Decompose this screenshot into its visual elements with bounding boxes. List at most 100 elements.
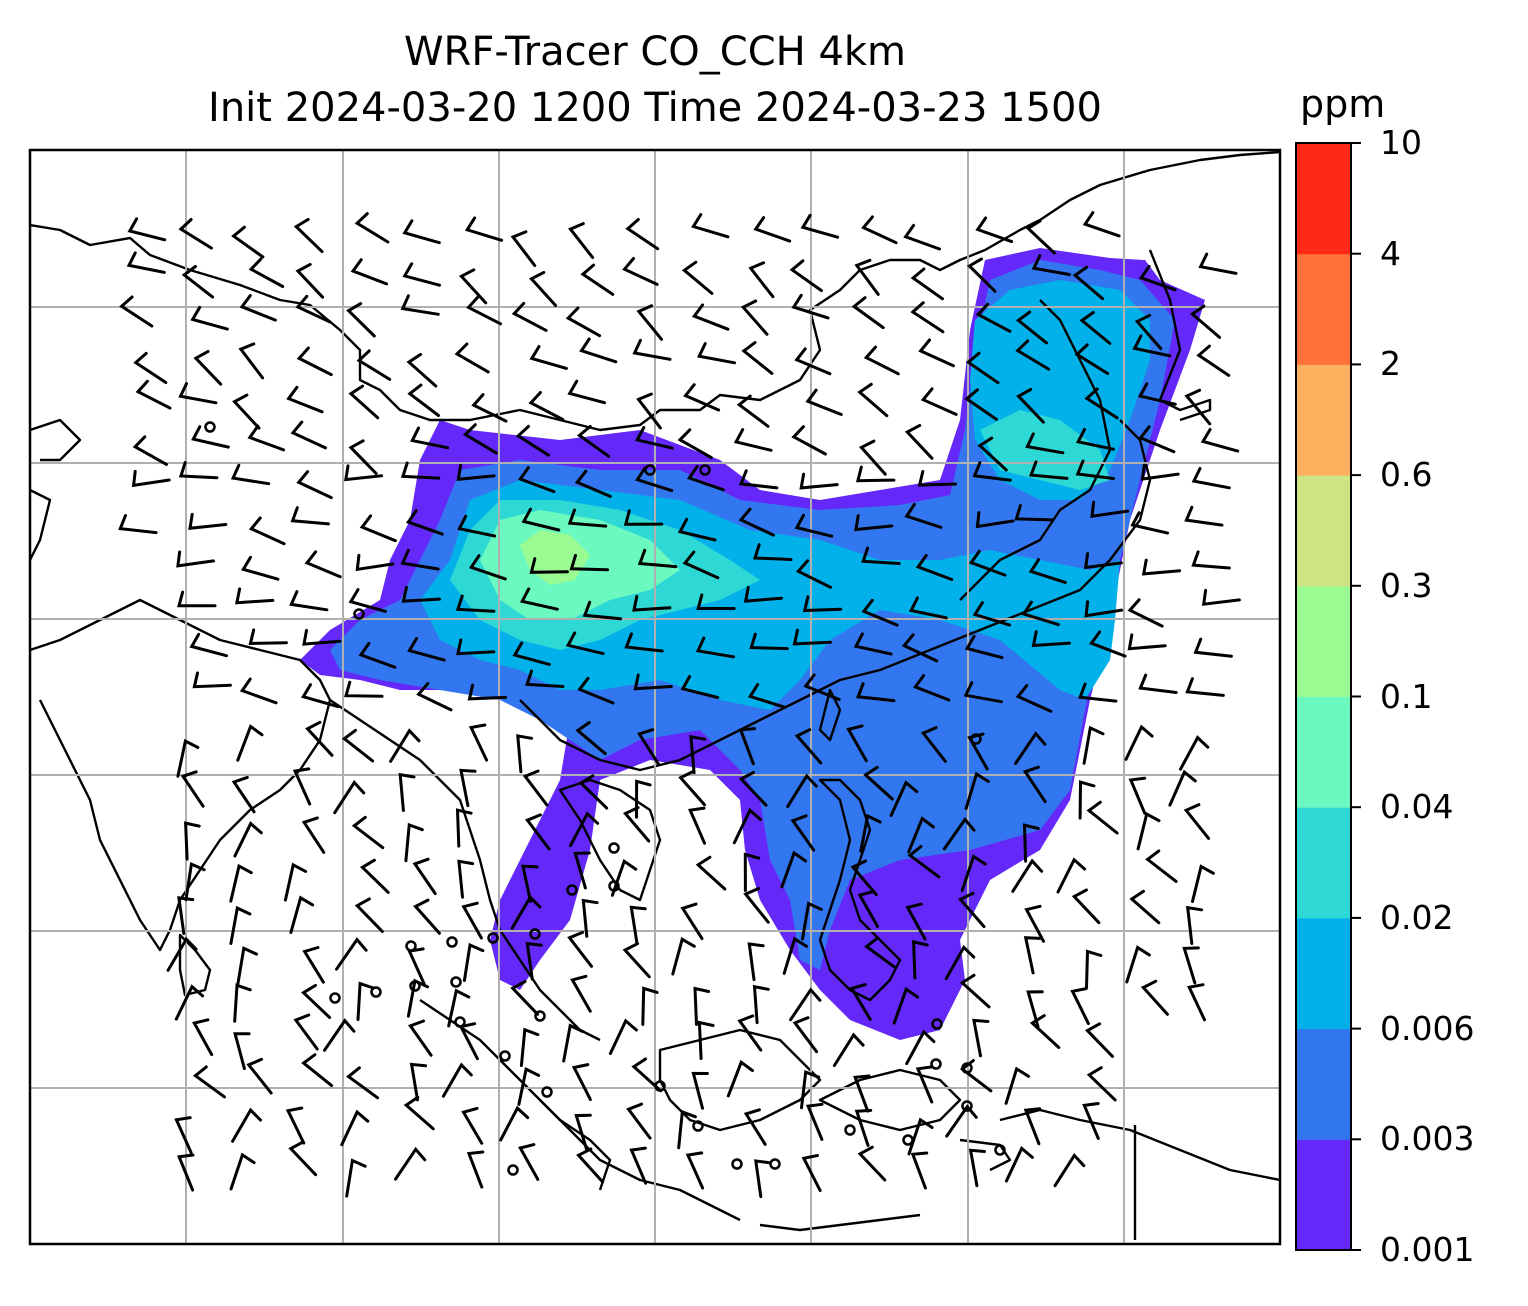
wind-barb <box>525 941 543 981</box>
wind-barb <box>795 559 832 589</box>
wind-barb <box>635 779 652 819</box>
wind-barb <box>1028 558 1067 584</box>
wind-barb <box>1191 550 1231 570</box>
map-frame <box>28 148 1282 1246</box>
wind-barb <box>892 986 920 1025</box>
wind-barb <box>576 1147 605 1184</box>
wind-barb <box>853 1074 871 1113</box>
colorbar-unit: ppm <box>1300 82 1386 126</box>
wind-barb <box>358 641 397 669</box>
wind-barb <box>191 425 230 449</box>
wind-barb <box>800 1069 821 1110</box>
wind-barb <box>510 230 537 268</box>
wind-barb <box>578 774 609 810</box>
wind-barb <box>689 734 707 775</box>
wind-barb <box>525 813 551 851</box>
wind-barb <box>801 1154 822 1192</box>
wind-barb <box>942 817 976 851</box>
wind-barb <box>574 1113 592 1152</box>
wind-barb <box>412 857 437 896</box>
wind-barb <box>231 225 265 259</box>
wind-barb <box>964 771 990 811</box>
wind-barb <box>697 1020 715 1060</box>
wind-barb <box>184 821 201 861</box>
wind-barb <box>1129 889 1161 925</box>
wind-barb <box>732 807 762 845</box>
wind-barb <box>295 294 332 324</box>
wind-barb <box>406 352 438 388</box>
wind-barb <box>166 936 198 972</box>
wind-barb <box>354 897 384 933</box>
wind-barb <box>351 815 385 850</box>
wind-barb <box>511 301 548 332</box>
wind-barb <box>1184 505 1224 527</box>
wind-barb <box>1078 780 1096 820</box>
colorbar-segment <box>1296 1139 1351 1251</box>
wind-barb <box>466 295 502 326</box>
wind-barb <box>908 596 948 620</box>
wind-barb <box>515 424 550 457</box>
wind-barb <box>248 628 288 646</box>
wind-barb <box>1082 211 1121 238</box>
wind-barb <box>972 1018 990 1058</box>
wind-barb <box>637 548 678 569</box>
wind-barb <box>528 270 558 307</box>
wind-barb <box>579 337 618 364</box>
wind-barb <box>1029 1014 1061 1049</box>
wind-barb <box>1089 630 1127 658</box>
wind-barb <box>1086 800 1119 835</box>
wind-barb <box>286 385 324 414</box>
wind-barb <box>295 262 325 299</box>
wind-barb <box>1014 731 1047 765</box>
wind-barb <box>1082 725 1105 765</box>
wind-barb <box>915 554 954 581</box>
wind-barb <box>849 983 872 1021</box>
wind-barb <box>573 851 591 890</box>
wind-barb <box>333 780 366 815</box>
calm-marker <box>566 884 578 896</box>
calm-marker <box>961 1100 973 1112</box>
wind-barb <box>565 631 605 656</box>
wind-barb <box>631 1057 663 1093</box>
wind-barb <box>567 508 608 528</box>
wind-barb <box>629 1146 648 1185</box>
wind-barb <box>285 1106 306 1145</box>
wind-barb <box>288 1140 318 1177</box>
wind-barb <box>518 1143 540 1181</box>
wind-barb <box>864 936 898 970</box>
wind-barb <box>409 1062 428 1102</box>
wind-barb <box>1022 823 1040 863</box>
colorbar-tick-label: 0.02 <box>1380 897 1454 937</box>
wind-barb <box>1053 1152 1086 1188</box>
colorbar-tick-label: 0.3 <box>1380 565 1433 605</box>
wind-barb <box>519 587 559 611</box>
wind-barb <box>625 218 660 251</box>
wind-barb <box>851 296 885 330</box>
wind-barb <box>454 342 490 374</box>
wind-barb <box>565 306 602 338</box>
wind-barb <box>1187 983 1206 1022</box>
wind-barb <box>1184 388 1212 426</box>
wind-barb <box>400 461 441 480</box>
calm-wind-markers <box>204 421 1006 1176</box>
wind-barb <box>233 821 263 858</box>
wind-barb <box>790 814 816 852</box>
wind-barb <box>963 681 1003 704</box>
wind-barb <box>752 543 793 561</box>
wind-barb <box>1137 382 1177 406</box>
wind-barb <box>405 509 444 536</box>
wind-barb <box>1130 511 1170 535</box>
wind-barb <box>176 550 215 568</box>
wind-barb <box>791 425 827 456</box>
wind-barb <box>525 669 565 688</box>
wind-barb <box>340 1109 370 1147</box>
wind-barb <box>290 506 330 526</box>
wind-barb <box>861 215 898 245</box>
wind-barb <box>1196 344 1231 377</box>
wind-barb <box>402 219 441 245</box>
wind-barb <box>1056 857 1087 894</box>
wind-barb <box>178 382 218 405</box>
wind-barb <box>1025 432 1065 455</box>
wind-barb <box>1023 936 1042 975</box>
wind-barb <box>859 813 882 853</box>
